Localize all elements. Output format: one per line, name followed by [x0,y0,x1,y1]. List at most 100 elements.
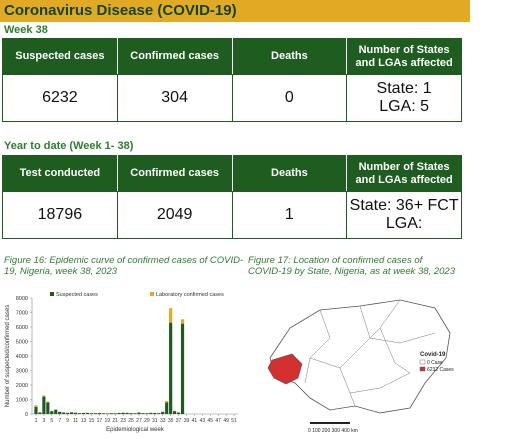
bar [46,402,50,414]
header-row: Suspected cases Confirmed cases Deaths Numb… [2,38,462,75]
table-cell: 6232 [2,74,118,122]
bar [129,413,133,414]
table-cell: 0 [231,74,348,122]
table-cell: 1 [231,191,348,239]
table-cell: 304 [116,74,233,122]
x-tick-label: 5 [50,418,53,424]
y-tick-label: 7000 [16,311,28,317]
bar [113,413,117,414]
map-region [267,353,303,385]
map-borders [304,305,436,407]
figure-caption: Figure 16: Epidemic curve of confirmed c… [4,255,244,277]
bar [145,413,149,414]
y-tick-label: 0 [25,412,28,418]
x-tick-label: 41 [192,418,198,424]
x-tick-label: 11 [73,418,78,424]
bar [109,413,113,414]
x-tick-label: 9 [66,418,69,424]
bar [93,413,97,414]
bar [89,413,94,414]
bar [141,413,145,414]
bar [157,413,161,414]
x-tick-label: 37 [176,418,182,424]
x-tick-label: 23 [120,418,126,424]
bar [54,409,58,414]
x-axis-title: Epidemiological week [106,427,165,433]
bar [173,411,177,414]
bar [133,413,137,414]
bar [46,401,50,403]
bar [66,412,70,414]
y-tick-label: 4000 [16,354,28,360]
bar [77,413,82,414]
cell-line: LGA: 5 [379,98,430,115]
data-row: 18796 2049 1 State: 36+ FCT LGA: [2,191,462,239]
bar [153,412,157,414]
column-header: Number of States and LGAs affected [346,38,462,75]
x-tick-label: 3 [42,418,45,424]
bar [165,400,169,403]
column-header: Deaths [231,155,348,192]
x-tick-label: 31 [152,418,158,424]
x-tick-label: 21 [112,418,118,424]
cell-line: State: 1 [376,80,432,97]
y-tick-label: 6000 [16,325,28,331]
x-tick-label: 35 [168,418,174,424]
column-header: Test conducted [2,155,118,192]
y-tick-label: 8000 [16,296,28,302]
x-tick-label: 13 [81,418,87,424]
bar [149,412,153,414]
bar [180,319,185,324]
x-tick-label: 19 [104,418,110,424]
legend-label: Suspected cases [56,292,98,298]
bar [180,323,185,414]
y-tick-label: 3000 [16,369,28,375]
bar [169,322,173,414]
x-tick-label: 47 [215,418,221,424]
bar [70,412,74,414]
y-tick-label: 1000 [16,398,28,404]
column-header: Confirmed cases [116,38,233,75]
bar [42,395,46,397]
bar [34,405,38,407]
x-tick-label: 39 [184,418,190,424]
scale-bar [310,422,350,424]
legend-swatch [150,292,154,296]
bar [165,402,169,414]
bar [101,413,105,414]
bar [121,412,125,414]
legend-label: Laboratory confirmed cases [156,292,224,298]
column-header: Number of States and LGAs affected [346,155,462,192]
data-row: 6232 304 0 State: 1 LGA: 5 [2,74,462,122]
x-tick-label: 49 [223,418,229,424]
bar [125,412,129,414]
section-title: Year to date (Week 1- 38) [4,140,134,152]
legend-swatch [419,366,426,372]
bar [161,411,165,414]
table-cell: 18796 [2,191,118,239]
bar [137,412,141,414]
bar [117,412,121,414]
x-tick-label: 25 [128,418,134,424]
legend-swatch [419,359,426,365]
x-tick-label: 17 [97,418,103,424]
bar [105,413,109,414]
legend-label: 0 Case [427,360,443,366]
y-axis-title: Number of suspected/confirmed cases [5,305,11,407]
x-tick-label: 27 [136,418,142,424]
table-cell: State: 1 LGA: 5 [346,74,462,122]
x-tick-label: 29 [144,418,150,424]
ytd-table: Test conducted Confirmed cases Deaths Numbe… [2,155,462,239]
bar [58,411,62,414]
column-header: Confirmed cases [116,155,233,192]
x-tick-label: 43 [200,418,206,424]
bar [176,412,181,414]
scale-label: 0 100 200 300 400 km [308,428,358,434]
x-tick-label: 51 [231,418,237,424]
week-table: Suspected cases Confirmed cases Deaths Numb… [2,38,462,122]
table-cell: 2049 [116,191,233,239]
header-title: Coronavirus Disease (COVID-19) [0,0,470,22]
